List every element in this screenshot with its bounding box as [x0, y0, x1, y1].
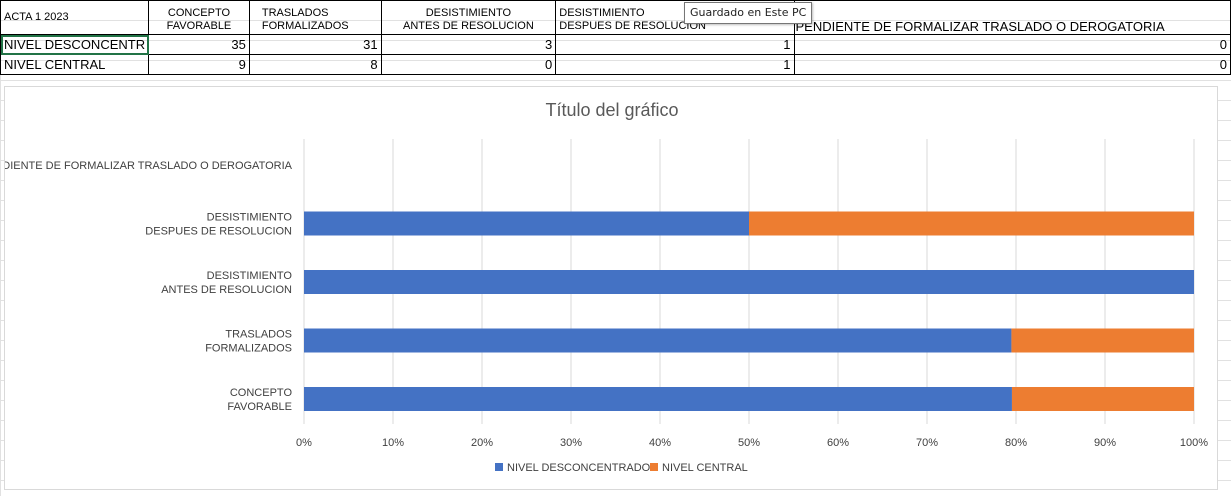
category-label: ANTES DE RESOLUCION — [161, 284, 292, 296]
bar-nivel-central[interactable] — [749, 211, 1194, 236]
category-label: DESISTIMIENTO — [207, 270, 293, 282]
cell-header-concepto[interactable]: CONCEPTO FAVORABLE — [148, 0, 250, 35]
bar-nivel-central[interactable] — [1011, 387, 1194, 411]
x-tick-label: 90% — [1094, 437, 1116, 449]
x-tick-label: 40% — [649, 437, 671, 449]
table-row: NIVEL CENTRAL 9 8 0 1 0 — [0, 54, 1231, 75]
x-tick-label: 80% — [1005, 437, 1027, 449]
cell-value[interactable]: 8 — [248, 54, 382, 75]
bar-nivel-central[interactable] — [1011, 328, 1194, 353]
cell-value[interactable]: 35 — [148, 34, 250, 55]
legend-swatch — [650, 463, 658, 471]
category-label: DESPUES DE RESOLUCION — [145, 226, 292, 238]
x-tick-label: 10% — [382, 437, 404, 449]
x-tick-label: 0% — [296, 437, 312, 449]
bar-nivel-desconcentrado[interactable] — [304, 328, 1012, 353]
cell-value[interactable]: 9 — [148, 54, 250, 75]
category-label: FORMALIZADOS — [205, 343, 292, 355]
cell-header-pendiente[interactable]: PENDIENTE DE FORMALIZAR TRASLADO O DEROG… — [793, 0, 1231, 35]
category-label: CONCEPTO — [230, 387, 293, 399]
x-tick-label: 60% — [827, 437, 849, 449]
category-label: TRASLADOS — [225, 329, 292, 341]
bar-nivel-desconcentrado[interactable] — [304, 211, 749, 236]
legend-swatch — [495, 463, 503, 471]
x-tick-label: 100% — [1180, 437, 1208, 449]
cell-header-traslados[interactable]: TRASLADOS FORMALIZADOS — [248, 0, 382, 35]
cell-header-desist-antes[interactable]: DESISTIMIENTO ANTES DE RESOLUCION — [380, 0, 557, 35]
chart-title[interactable]: Título del gráfico — [545, 100, 678, 120]
table-row: NIVEL DESCONCENTR 35 31 3 1 0 — [0, 34, 1231, 55]
chart-canvas: Título del gráfico 0% 10% 20% 30% 40% 50% 60% 7… — [5, 100, 1208, 474]
cell-corner[interactable]: ACTA 1 2023 — [0, 0, 150, 35]
bar-nivel-desconcentrado[interactable] — [304, 387, 1012, 411]
cell-value[interactable]: 31 — [248, 34, 382, 55]
bar-nivel-desconcentrado[interactable] — [304, 270, 1194, 294]
category-label: FAVORABLE — [227, 401, 292, 413]
category-label: PENDIENTE DE FORMALIZAR TRASLADO O DEROG… — [5, 160, 293, 172]
x-tick-label: 70% — [916, 437, 938, 449]
category-label: DESISTIMIENTO — [207, 212, 293, 224]
cell-value[interactable]: 3 — [380, 34, 557, 55]
save-status-tooltip: Guardado en Este PC — [684, 2, 813, 24]
cell-row-label[interactable]: NIVEL CENTRAL — [0, 54, 150, 75]
x-tick-label: 20% — [471, 437, 493, 449]
legend-label: NIVEL CENTRAL — [662, 462, 748, 474]
x-tick-label: 30% — [560, 437, 582, 449]
cell-value[interactable]: 0 — [793, 34, 1231, 55]
x-tick-label: 50% — [738, 437, 760, 449]
cell-row-label[interactable]: NIVEL DESCONCENTR — [0, 34, 150, 55]
spreadsheet-table: ACTA 1 2023 CONCEPTO FAVORABLE TRASLADOS F… — [0, 0, 1231, 75]
cell-value[interactable]: 1 — [555, 34, 795, 55]
cell-value[interactable]: 0 — [380, 54, 557, 75]
stacked-bar-chart[interactable]: Título del gráfico 0% 10% 20% 30% 40% 50% 60% 7… — [4, 86, 1218, 490]
legend-label: NIVEL DESCONCENTRADO — [507, 462, 651, 474]
cell-value[interactable]: 0 — [793, 54, 1231, 75]
cell-value[interactable]: 1 — [555, 54, 795, 75]
